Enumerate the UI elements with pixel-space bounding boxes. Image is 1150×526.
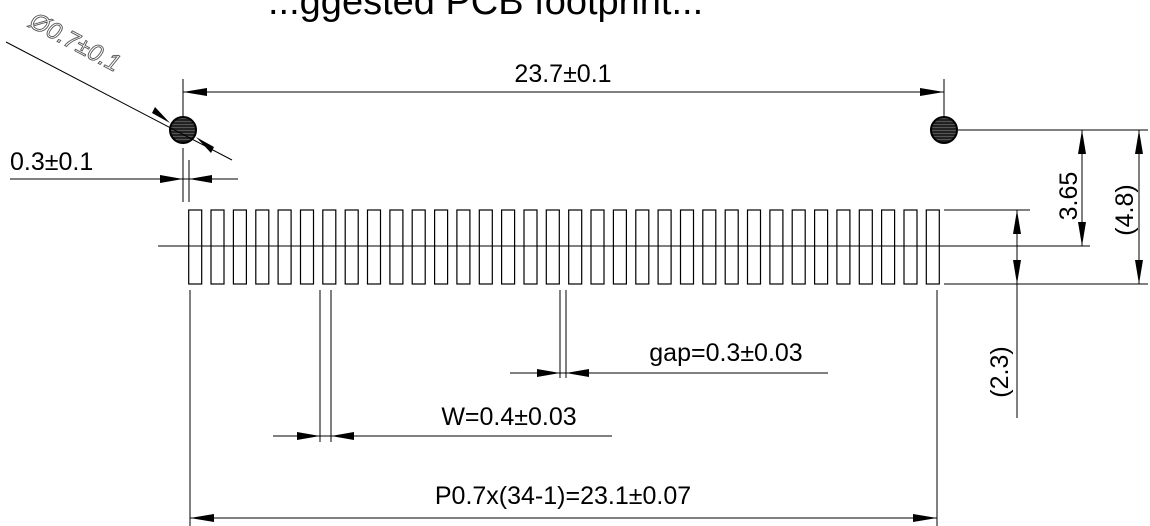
pad bbox=[813, 209, 829, 285]
pad bbox=[255, 209, 270, 285]
pad bbox=[434, 209, 449, 285]
dimension-2-3: (2.3) bbox=[986, 210, 1021, 418]
dim-4-8-label: (4.8) bbox=[1111, 184, 1139, 235]
dimension-4-8: (4.8) bbox=[1111, 130, 1143, 284]
pad bbox=[545, 209, 560, 285]
pad bbox=[702, 209, 717, 285]
width-label: W=0.4±0.03 bbox=[441, 403, 576, 431]
mounting-hole-right bbox=[930, 116, 958, 144]
pad bbox=[344, 209, 359, 285]
pad-row bbox=[188, 209, 940, 285]
edge-offset-dimension: 0.3±0.1 bbox=[10, 148, 238, 202]
pad bbox=[903, 209, 918, 285]
pad bbox=[322, 209, 337, 285]
pad bbox=[411, 209, 426, 285]
edge-offset-label: 0.3±0.1 bbox=[10, 148, 93, 176]
pad bbox=[791, 209, 806, 285]
pad bbox=[568, 209, 583, 285]
pad bbox=[277, 209, 292, 285]
width-dimension: W=0.4±0.03 bbox=[273, 290, 612, 442]
pad bbox=[880, 209, 896, 285]
hole-spacing-label: 23.7±0.1 bbox=[514, 60, 611, 88]
pad bbox=[501, 209, 516, 285]
pad bbox=[769, 209, 784, 285]
pad bbox=[679, 209, 695, 285]
page-title: ...ggested PCB footprint... bbox=[268, 0, 703, 23]
right-extension-lines bbox=[944, 129, 1148, 285]
pad bbox=[478, 209, 493, 285]
pad bbox=[456, 209, 471, 285]
pad bbox=[657, 209, 672, 285]
pad bbox=[746, 209, 762, 285]
pad bbox=[299, 209, 315, 285]
gap-label: gap=0.3±0.03 bbox=[649, 339, 802, 367]
title-fragment: ...ggested PCB footprint... bbox=[268, 0, 703, 23]
pad bbox=[210, 209, 225, 285]
hole-diameter-label: Ø0.7±0.1 bbox=[24, 7, 125, 78]
dim-2-3-label: (2.3) bbox=[986, 346, 1014, 397]
dimension-3-65: 3.65 bbox=[1055, 130, 1086, 246]
hole-spacing-dimension: 23.7±0.1 bbox=[182, 60, 945, 118]
pad bbox=[858, 209, 873, 285]
hole-diameter-callout: Ø0.7±0.1 bbox=[5, 7, 233, 161]
pad bbox=[635, 209, 650, 285]
pad bbox=[836, 209, 851, 285]
dim-3-65-label: 3.65 bbox=[1055, 172, 1083, 221]
pad bbox=[612, 209, 628, 285]
pad bbox=[188, 209, 203, 285]
pad bbox=[366, 209, 382, 285]
pad bbox=[523, 209, 538, 285]
pad bbox=[232, 209, 247, 285]
pad bbox=[389, 209, 404, 285]
gap-dimension: gap=0.3±0.03 bbox=[510, 290, 828, 378]
pad bbox=[724, 209, 739, 285]
pad bbox=[925, 209, 940, 285]
pitch-dimension: P0.7x(34-1)=23.1±0.07 bbox=[189, 290, 938, 526]
pad bbox=[590, 209, 605, 285]
pitch-label: P0.7x(34-1)=23.1±0.07 bbox=[435, 482, 691, 510]
